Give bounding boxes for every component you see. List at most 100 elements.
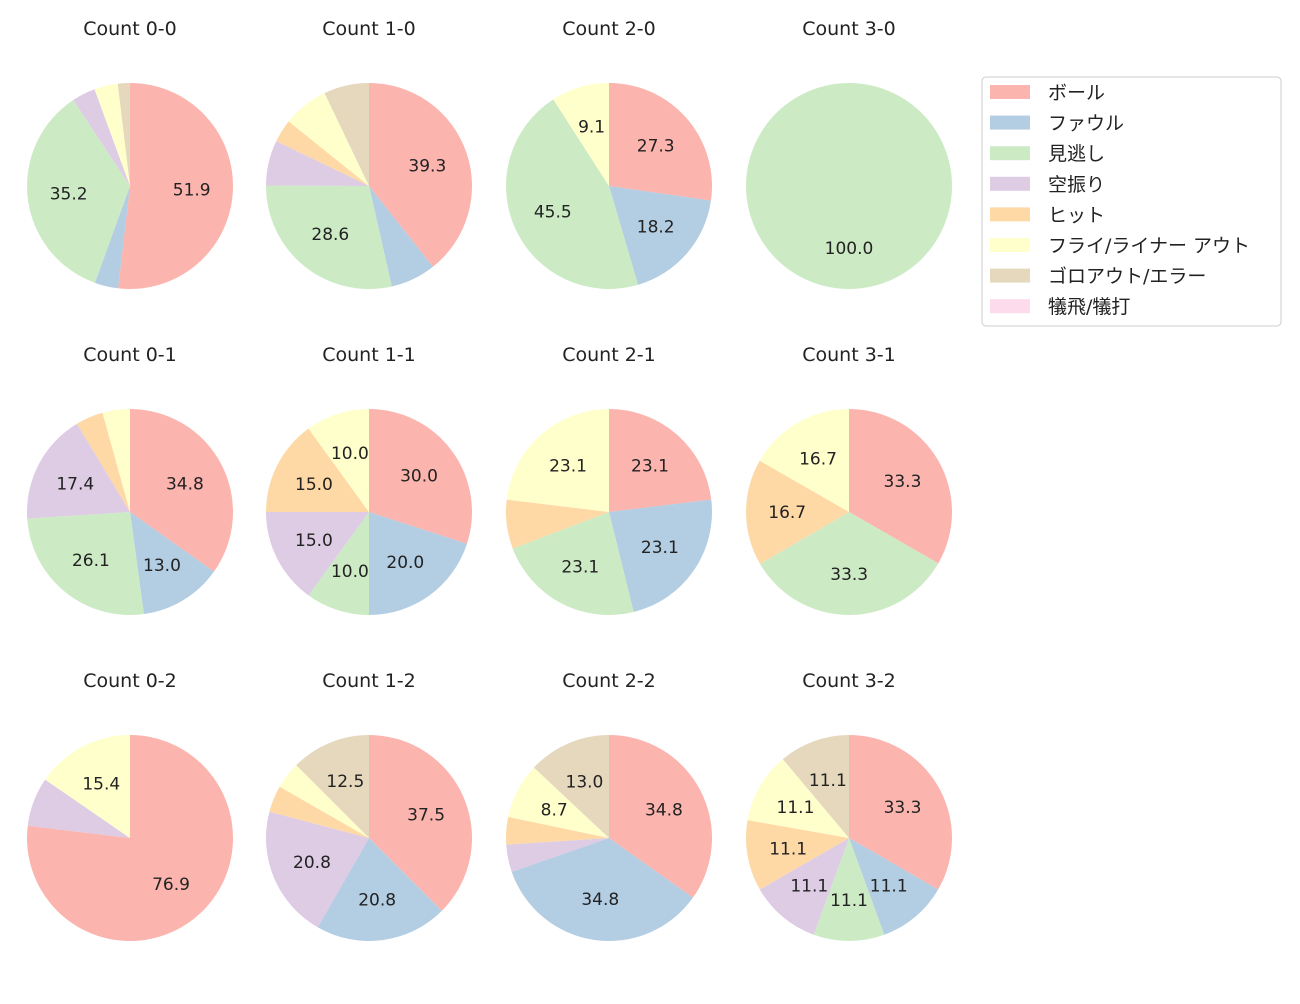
slice-label: 35.2 [50, 184, 88, 204]
slice-label: 13.0 [566, 772, 604, 792]
slice-label: 11.1 [870, 876, 908, 896]
legend-swatch [990, 238, 1030, 252]
pie-title: Count 2-1 [562, 344, 656, 366]
slice-label: 15.4 [82, 774, 120, 794]
legend-frame [981, 76, 1282, 327]
slice-label: 16.7 [799, 450, 837, 470]
pie-slice [279, 765, 369, 838]
pie-count-3-0: Count 3-0 100.0 [746, 18, 952, 289]
slice-label: 51.9 [173, 181, 211, 201]
slice-label: 11.1 [809, 771, 847, 791]
legend-swatch [990, 85, 1030, 99]
slice-label: 33.3 [884, 472, 922, 492]
slice-label: 8.7 [541, 800, 568, 820]
slice-label: 26.1 [72, 551, 110, 571]
slice-label: 20.8 [358, 890, 396, 910]
legend-label: ゴロアウト/エラー [1048, 266, 1206, 288]
slice-label: 100.0 [825, 239, 874, 259]
slice-label: 11.1 [790, 876, 828, 896]
pie-count-3-2: Count 3-233.311.111.111.111.111.111.1 [746, 670, 952, 942]
slice-label: 18.2 [637, 217, 675, 237]
legend-swatch [990, 146, 1030, 161]
pie-slice [813, 838, 885, 942]
slice-label: 17.4 [56, 474, 94, 494]
pie-slice [324, 83, 369, 186]
pie-slice [94, 186, 130, 289]
pie-title: Count 2-0 [562, 18, 656, 40]
legend-label: ボール [1048, 82, 1105, 104]
slice-label: 11.1 [769, 840, 807, 860]
slice-label: 20.8 [293, 853, 331, 873]
pie-count-0-1: Count 0-1 34.8 13.0 26.1 17.4 [27, 344, 233, 615]
slice-label: 37.5 [407, 805, 445, 825]
pie-count-2-2: Count 2-2 34.8 34.8 8.7 13.0 [506, 670, 713, 942]
pie-slice [288, 93, 369, 186]
pie-slice [266, 512, 369, 596]
pie-title: Count 0-0 [83, 18, 177, 40]
pie-slice [533, 735, 609, 838]
pie-slice [296, 735, 369, 838]
pie-slice [506, 816, 609, 845]
legend-swatch [990, 115, 1030, 130]
pie-slice [130, 409, 233, 572]
slice-label: 33.3 [884, 798, 922, 818]
legend-label: ヒット [1048, 204, 1105, 226]
pie-count-0-0: Count 0-0 51.9 35.2 [26, 18, 233, 289]
pie-title: Count 0-1 [83, 344, 177, 366]
pie-slice [308, 409, 369, 512]
pie-slice [745, 460, 849, 564]
legend-swatch [990, 207, 1030, 222]
pie-slice [27, 423, 131, 519]
slice-label: 15.0 [295, 531, 333, 551]
pie-title: Count 3-1 [802, 344, 896, 366]
pie-count-1-2: Count 1-2 37.5 20.8 20.8 12.5 [265, 670, 472, 942]
slice-label: 23.1 [631, 457, 669, 477]
pie-slice [308, 512, 369, 615]
pie-slice [117, 83, 130, 186]
pie-title: Count 1-1 [322, 344, 416, 366]
pie-slice [130, 512, 214, 615]
pie-slice [269, 786, 369, 838]
slice-label: 27.3 [637, 137, 675, 157]
pie-slice [746, 83, 952, 289]
legend-label: 空振り [1048, 174, 1105, 196]
pie-slice [45, 735, 130, 838]
pie-slice [849, 838, 939, 935]
pie-slice [369, 512, 467, 615]
pie-count-1-1: Count 1-1 30.0 20.0 10.0 15.0 15.0 10.0 [266, 344, 472, 615]
pie-slice [746, 820, 849, 890]
pie-slice [782, 735, 849, 838]
pie-slice [265, 811, 369, 928]
slice-label: 34.8 [166, 475, 204, 495]
slice-label: 23.1 [549, 457, 587, 477]
pie-title: Count 3-2 [802, 670, 896, 692]
pie-slice [505, 99, 639, 289]
pie-slice [759, 838, 849, 935]
slice-label: 20.0 [386, 553, 424, 573]
slice-label: 15.0 [295, 475, 333, 495]
slice-label: 34.8 [645, 801, 683, 821]
pie-count-1-0: Count 1-0 39.3 28.6 [266, 18, 473, 290]
pie-title: Count 0-2 [83, 670, 177, 692]
slice-label: 30.0 [400, 467, 438, 487]
legend-label: 犠飛/犠打 [1048, 296, 1130, 318]
pie-count-3-1: Count 3-1 33.3 33.3 16.7 16.7 [745, 344, 953, 615]
slice-label: 23.1 [641, 538, 679, 558]
pie-slice [266, 141, 369, 186]
pie-slice [760, 512, 939, 615]
legend-swatch [990, 268, 1030, 283]
legend-label: ファウル [1048, 113, 1124, 135]
pie-slice [747, 759, 849, 838]
slice-label: 16.7 [768, 503, 806, 523]
pie-slice [317, 838, 442, 942]
pie-title: Count 3-0 [802, 18, 896, 40]
pie-slice [26, 100, 130, 283]
legend-swatch [990, 176, 1030, 191]
legend-swatch [990, 299, 1030, 314]
pie-slice [369, 409, 472, 544]
pie-count-2-0: Count 2-0 27.3 18.2 45.5 9.1 [505, 18, 712, 289]
pie-slice [512, 512, 634, 615]
slice-label: 34.8 [581, 890, 619, 910]
